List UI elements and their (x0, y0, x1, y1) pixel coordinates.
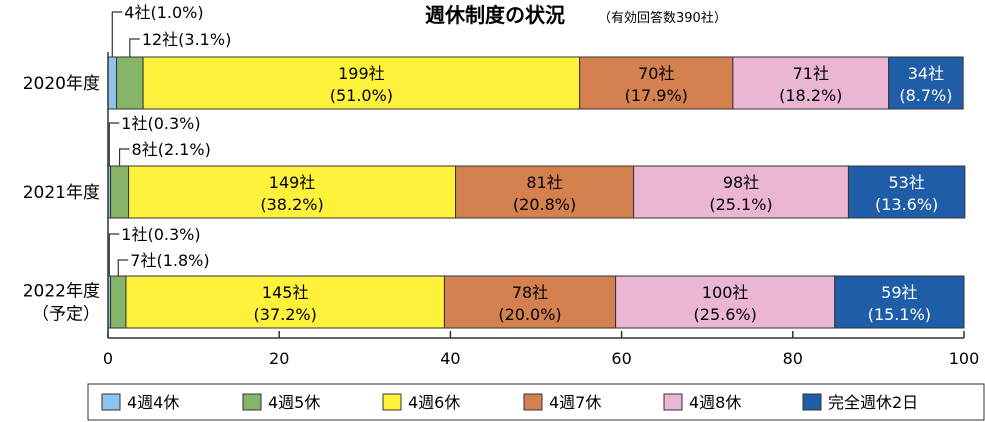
data-label: 199社 (338, 64, 385, 83)
data-label: (17.9%) (625, 86, 688, 105)
callout-leader (117, 259, 129, 276)
bar-segment (128, 165, 457, 219)
bar-segment (142, 56, 581, 110)
tick-label: 100 (949, 349, 980, 368)
data-label: (20.0%) (498, 305, 561, 324)
data-label: 98社 (723, 173, 759, 192)
data-label: 1社(0.3%) (121, 225, 200, 244)
category-label: 2021年度 (23, 183, 100, 203)
data-label: (25.1%) (709, 195, 772, 214)
data-label: 149社 (269, 173, 316, 192)
tick-label: 20 (269, 349, 289, 368)
data-label: (13.6%) (875, 195, 938, 214)
legend-swatch (242, 393, 262, 411)
data-label: 53社 (888, 173, 924, 192)
bar-segment (116, 56, 144, 110)
bar-segment (732, 56, 890, 110)
tick-label: 60 (611, 349, 631, 368)
callout-leader (129, 38, 140, 57)
legend-label: 4週7休 (549, 393, 601, 412)
data-label: (20.8%) (513, 195, 576, 214)
data-label: 12社(3.1%) (142, 30, 232, 49)
data-label: (38.2%) (260, 195, 323, 214)
legend-label: 4週5休 (268, 393, 320, 412)
legend-swatch (663, 393, 683, 411)
tick-label: 40 (440, 349, 460, 368)
bar-segment (110, 165, 130, 219)
x-axis: 0 20 40 60 80 100 (103, 52, 979, 368)
chart-subtitle: （有効回答数390社） (598, 10, 727, 26)
legend-label: 4週6休 (408, 393, 460, 412)
category-label: （予定） (32, 305, 100, 325)
bar-segment (847, 165, 966, 219)
legend: 4週4休 4週5休 4週6休 4週7休 4週8休 完全週休2日 (87, 383, 985, 421)
callout-leader (108, 233, 120, 276)
category-label: 2022年度 (23, 282, 100, 302)
data-label: 4社(1.0%) (124, 3, 203, 22)
data-label: 1社(0.3%) (121, 114, 200, 133)
bar-segment (107, 56, 118, 110)
bar-segment (125, 275, 445, 329)
bar-segment (633, 165, 849, 219)
bar-segment (834, 275, 965, 329)
legend-label: 4週8休 (689, 393, 741, 412)
category-label: 2020年度 (23, 74, 100, 94)
data-label: 81社 (526, 173, 562, 192)
data-label: 34社 (908, 64, 944, 83)
legend-label: 完全週休2日 (828, 393, 918, 412)
chart-title: 週休制度の状況 (425, 3, 565, 27)
data-label: (15.1%) (868, 305, 931, 324)
callout-leader (108, 122, 120, 166)
data-label: 100社 (702, 283, 749, 302)
data-label: 8社(2.1%) (132, 140, 211, 159)
bar-segment (888, 56, 964, 110)
data-label: 59社 (881, 283, 917, 302)
bar-segment (579, 56, 734, 110)
callout-leader (111, 11, 123, 57)
data-label: (8.7%) (899, 86, 952, 105)
legend-swatch (101, 393, 121, 411)
data-label: (18.2%) (779, 86, 842, 105)
callout-leader (118, 148, 130, 166)
data-label: (25.6%) (694, 305, 757, 324)
legend-swatch (802, 393, 822, 411)
data-label: (37.2%) (254, 305, 317, 324)
tick-label: 80 (783, 349, 803, 368)
bar-segment (110, 275, 127, 329)
bar-segment (455, 165, 635, 219)
tick-label: 0 (103, 349, 113, 368)
data-label: 78社 (512, 283, 548, 302)
data-label: 7社(1.8%) (130, 251, 209, 270)
legend-swatch (382, 393, 402, 411)
bar-segment (615, 275, 836, 329)
data-label: (51.0%) (330, 86, 393, 105)
data-label: 71社 (793, 64, 829, 83)
bars-group: 2020年度 4社(1.0%) 12社(3.1%) 199社 (51.0%) 70社 (17… (23, 3, 966, 329)
data-label: 145社 (262, 283, 309, 302)
legend-swatch (523, 393, 543, 411)
legend-label: 4週4休 (127, 393, 179, 412)
data-label: 70社 (638, 64, 674, 83)
